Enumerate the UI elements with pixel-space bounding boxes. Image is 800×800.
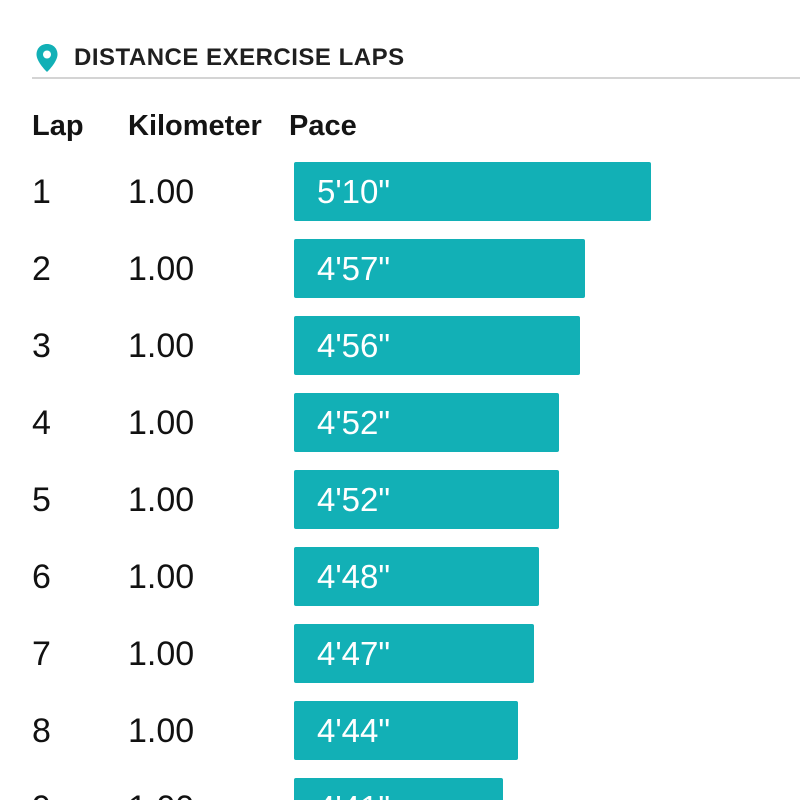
lap-kilometer: 1.00 [128,250,195,288]
pace-label: 4'57" [317,250,391,287]
lap-row: 4 1.00 4'52" [0,393,800,453]
pace-bar: 4'47" [294,624,534,683]
lap-number: 9 [32,789,51,800]
pace-label: 4'52" [317,481,391,518]
lap-number: 6 [32,558,51,596]
lap-row: 7 1.00 4'47" [0,624,800,684]
lap-row: 6 1.00 4'48" [0,547,800,607]
column-header-kilometer: Kilometer [128,110,262,142]
pace-bar: 4'41" [294,778,503,800]
pace-label: 4'41" [317,789,390,800]
lap-kilometer: 1.00 [128,173,195,211]
pace-bar: 4'48" [294,547,539,606]
lap-number: 3 [32,327,51,365]
pace-bar: 4'56" [294,316,580,375]
column-header-lap: Lap [32,110,84,142]
lap-number: 1 [32,173,51,211]
lap-number: 2 [32,250,51,288]
section-divider [32,77,800,79]
pace-label: 4'48" [317,558,391,595]
lap-row: 8 1.00 4'44" [0,701,800,761]
pace-bar: 4'52" [294,470,559,529]
lap-row: 9 1.00 4'41" [0,778,800,800]
pace-bar: 4'57" [294,239,585,298]
pace-label: 5'10" [317,173,391,210]
section-header: DISTANCE EXERCISE LAPS [32,38,800,78]
lap-row: 1 1.00 5'10" [0,162,800,222]
pace-bar: 4'52" [294,393,559,452]
lap-number: 5 [32,481,51,519]
lap-number: 8 [32,712,51,750]
pace-bar: 4'44" [294,701,518,760]
lap-row: 2 1.00 4'57" [0,239,800,299]
pace-bar: 5'10" [294,162,651,221]
pace-label: 4'52" [317,404,391,441]
lap-kilometer: 1.00 [128,558,195,596]
lap-kilometer: 1.00 [128,635,195,673]
lap-kilometer: 1.00 [128,404,195,442]
lap-kilometer: 1.00 [128,789,194,800]
location-pin-icon [36,44,58,72]
lap-kilometer: 1.00 [128,712,195,750]
pace-label: 4'56" [317,327,391,364]
lap-kilometer: 1.00 [128,327,195,365]
lap-row: 5 1.00 4'52" [0,470,800,530]
lap-number: 7 [32,635,51,673]
pace-label: 4'44" [317,712,391,749]
lap-number: 4 [32,404,51,442]
lap-row: 3 1.00 4'56" [0,316,800,376]
section-title: DISTANCE EXERCISE LAPS [74,44,405,71]
lap-kilometer: 1.00 [128,481,195,519]
column-header-pace: Pace [289,110,357,142]
pace-label: 4'47" [317,635,391,672]
